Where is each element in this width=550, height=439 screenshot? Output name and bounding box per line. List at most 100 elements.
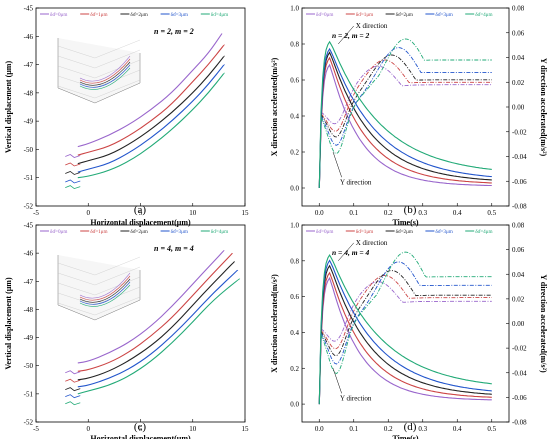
x-direction-label: X direction [356,22,388,30]
inset-box [57,38,141,104]
y-accel-line [320,275,492,350]
legend-label: δɗ=2μm [396,228,413,235]
inset-curve [79,64,131,88]
legend-label: δɗ=2μm [130,228,147,235]
x-accel-line [318,40,492,189]
series-start [65,370,81,375]
x-tick-label: 0.2 [384,425,393,433]
y2-tick-label: 0.08 [512,5,525,13]
y-axis-label: X direction accelerated(m/s²) [270,274,279,373]
y-tick-label: -52 [24,419,34,427]
x-tick-label: 0.4 [453,425,462,433]
inset-grid [57,65,95,79]
y2-axis-label: Y direction accelerated(m/s²) [539,274,548,373]
y-tick-label: 0.6 [290,293,299,301]
y2-tick-label: 0.02 [512,79,525,87]
y-tick-label: 0.4 [290,329,299,337]
legend-label: δɗ=4μm [211,228,228,235]
series-start [65,394,81,399]
x-tick-label: -5 [33,425,39,433]
x-direction-arrow [338,242,354,261]
y-tick-label: -48 [24,306,34,314]
legend-label: δɗ=4μm [475,11,492,18]
x-accel-line [318,51,492,189]
x-tick-label: 0 [87,209,91,217]
x-accel-line [318,63,492,189]
legend-label: δɗ=0μm [50,11,67,18]
y-accel-line [320,54,492,138]
x-tick-label: 0.3 [418,209,427,217]
y2-tick-label: 0.04 [512,54,525,62]
y-direction-label: Y direction [340,395,372,403]
y2-tick-label: -0.08 [512,203,527,211]
x-tick-label: 0.5 [487,209,496,217]
y-tick-label: -52 [24,203,34,211]
panel-label: (a) [134,204,147,216]
legend-label: δɗ=0μm [316,228,333,235]
legend-label: δɗ=3μm [171,11,188,18]
y-accel-line [320,270,492,357]
legend-label: δɗ=1μm [90,228,107,235]
x-tick-label: 0.1 [349,425,358,433]
x-tick-label: 15 [242,425,250,433]
y-accel-line [320,47,492,146]
y2-axis-label: Y direction accelerated(m/s²) [539,58,548,157]
series-line [77,252,234,372]
y-accel-line [320,59,492,132]
y-tick-label: 1.0 [290,5,299,13]
x-tick-label: 0.0 [315,425,324,433]
y-direction-arrow [332,151,342,178]
inset-curve [79,67,131,90]
plot-frame [35,7,246,207]
inset-curve [79,58,131,84]
panel-label: (b) [404,204,417,216]
x-tick-label: 0.3 [418,425,427,433]
y-axis-label: X direction accelerated(m/s²) [270,57,279,156]
y2-tick-label: 0.00 [512,104,525,112]
condition-annotation: n = 4, m = 4 [332,248,370,257]
inset-grid [57,292,95,306]
y2-tick-label: 0.02 [512,295,525,303]
y2-tick-label: -0.06 [512,178,527,186]
x-tick-label: 10 [189,425,197,433]
inset-3d-plot [57,38,141,104]
y-direction-arrow [332,368,342,394]
x-accel-line [318,264,492,405]
y-direction-label: Y direction [340,178,372,186]
panel-label: (d) [404,421,417,433]
y-tick-label: 0.6 [290,77,299,85]
legend-label: δɗ=4μm [475,228,492,235]
x-accel-line [318,271,492,405]
inset-grid [94,266,141,286]
y2-tick-label: -0.02 [512,128,527,136]
x-axis-label: Horizontal displacement(μm) [90,218,191,227]
condition-annotation: n = 2, m = 2 [332,31,370,40]
series-line [77,33,223,148]
x-accel-line [318,47,492,189]
y2-tick-label: -0.06 [512,394,527,402]
legend-label: δɗ=1μm [356,228,373,235]
inset-grid [94,59,141,79]
y-tick-label: -51 [24,174,34,182]
y2-tick-label: -0.04 [512,369,527,377]
y2-tick-label: -0.04 [512,153,527,161]
inset-box [57,255,141,321]
y-accel-line [320,38,492,155]
x-accel-line [318,259,492,405]
inset-curve [79,278,131,303]
inset-grid [94,296,141,316]
inset-3d-plot [57,255,141,321]
inset-grid [57,45,95,59]
x-tick-label: 0.5 [487,425,496,433]
x-direction-arrow [338,25,354,45]
y-accel-line [320,65,492,125]
y-tick-label: -48 [24,89,34,97]
panel-a: -5 0 5 10 15-52-51-50-49-48-47-46-45Horizont… [4,5,249,228]
x-axis-label: Time(s) [392,434,418,439]
x-tick-label: 0.4 [453,209,462,217]
y-tick-label: -49 [24,334,34,342]
x-accel-line [318,56,492,189]
legend-label: δɗ=1μm [356,11,373,18]
y-tick-label: -47 [24,278,34,286]
y-tick-label: -49 [24,118,34,126]
